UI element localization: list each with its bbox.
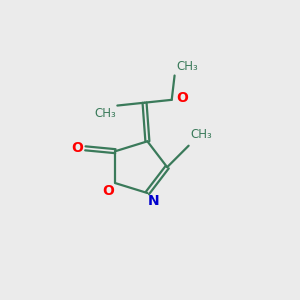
Text: CH₃: CH₃ bbox=[94, 107, 116, 120]
Text: N: N bbox=[148, 194, 160, 208]
Text: O: O bbox=[71, 141, 83, 155]
Text: CH₃: CH₃ bbox=[176, 60, 198, 73]
Text: CH₃: CH₃ bbox=[190, 128, 212, 141]
Text: O: O bbox=[102, 184, 114, 198]
Text: O: O bbox=[176, 92, 188, 105]
